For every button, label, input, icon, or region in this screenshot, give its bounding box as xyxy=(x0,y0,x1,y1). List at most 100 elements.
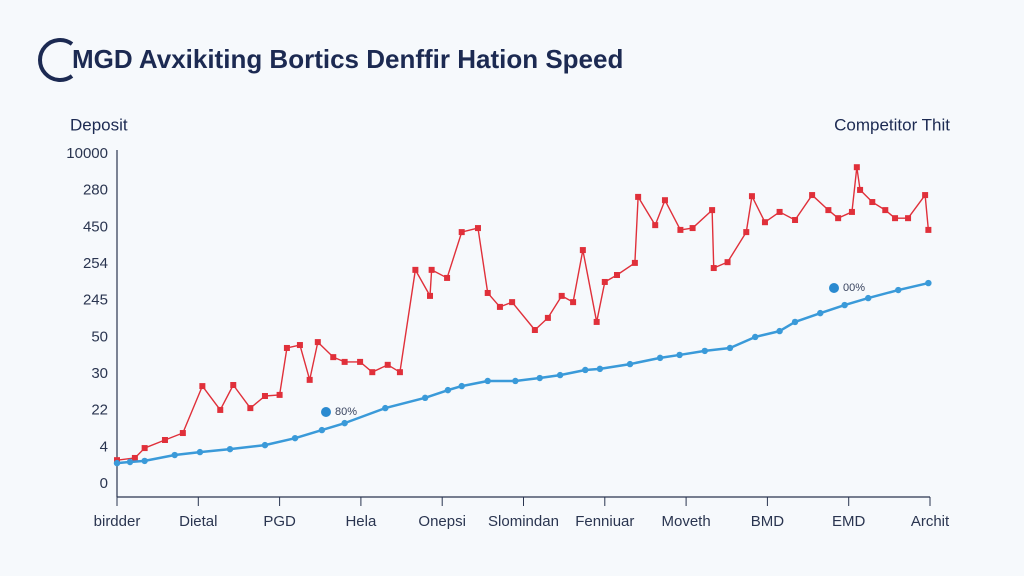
point xyxy=(444,274,451,281)
point xyxy=(865,294,872,302)
point xyxy=(631,259,638,266)
x-tick-label: Onepsi xyxy=(418,513,466,530)
point xyxy=(593,318,600,325)
point xyxy=(544,314,551,321)
y-tick-label: 4 xyxy=(100,438,108,455)
point xyxy=(556,371,564,379)
point xyxy=(582,366,589,374)
point xyxy=(570,299,577,306)
point xyxy=(922,192,929,199)
x-tick-label: Dietal xyxy=(179,513,217,530)
point xyxy=(226,445,234,453)
point xyxy=(635,193,642,200)
chart-title: MGD Avxikiting Bortics Denffir Hation Sp… xyxy=(72,44,623,74)
y-tick-label: 254 xyxy=(83,255,108,272)
point xyxy=(341,358,348,365)
point xyxy=(141,457,148,465)
point xyxy=(748,193,755,200)
point xyxy=(126,458,134,466)
point xyxy=(141,445,148,452)
point xyxy=(626,360,634,368)
series-line xyxy=(116,166,930,461)
x-tick-label: PGD xyxy=(263,513,296,530)
point xyxy=(724,259,731,266)
x-tick-label: Hela xyxy=(345,513,377,530)
point xyxy=(341,419,348,427)
x-tick-label: birdder xyxy=(94,513,141,530)
point xyxy=(171,451,178,459)
point xyxy=(677,226,684,233)
point xyxy=(709,207,716,214)
point xyxy=(776,208,783,215)
point xyxy=(314,339,321,346)
y-tick-label: 22 xyxy=(91,402,108,419)
point xyxy=(458,382,465,390)
point xyxy=(474,225,481,232)
annotation: 80% xyxy=(335,406,357,418)
left-label: Deposit xyxy=(70,115,128,134)
y-tick-label: 280 xyxy=(83,182,108,199)
point xyxy=(892,215,899,222)
point xyxy=(857,186,864,193)
annotation-dot xyxy=(829,283,839,293)
x-tick-label: Slomindan xyxy=(488,513,559,530)
logo xyxy=(38,38,74,82)
point xyxy=(421,394,429,402)
point xyxy=(512,377,519,385)
y-tick-label: 245 xyxy=(83,292,108,309)
x-tick-label: Moveth xyxy=(661,513,710,530)
point xyxy=(412,266,419,273)
point xyxy=(283,344,290,351)
y-tick-label: 0 xyxy=(100,475,108,492)
point xyxy=(230,382,237,388)
point xyxy=(726,344,734,352)
point xyxy=(652,222,659,229)
point xyxy=(596,365,604,373)
point xyxy=(701,347,708,355)
point xyxy=(306,376,313,383)
point xyxy=(710,265,717,272)
point xyxy=(743,229,750,236)
point xyxy=(291,434,299,442)
point xyxy=(676,351,683,359)
point xyxy=(357,358,364,365)
point xyxy=(601,278,608,285)
point xyxy=(444,386,452,394)
point xyxy=(261,441,269,449)
point xyxy=(131,454,138,461)
point xyxy=(113,459,121,467)
annotation-dot xyxy=(321,407,331,417)
point xyxy=(905,215,912,222)
x-tick-label: Archit xyxy=(911,513,950,530)
point xyxy=(296,342,303,349)
point xyxy=(179,430,186,437)
point xyxy=(384,361,391,368)
point xyxy=(579,247,586,254)
point xyxy=(536,374,543,382)
point xyxy=(809,192,816,199)
point xyxy=(484,377,491,385)
y-tick-label: 30 xyxy=(91,365,108,382)
point xyxy=(825,207,832,214)
point xyxy=(382,404,389,412)
point xyxy=(792,217,799,223)
point xyxy=(841,301,848,309)
point xyxy=(835,215,842,222)
point xyxy=(369,369,376,376)
point xyxy=(199,383,206,390)
point xyxy=(869,199,876,206)
right-label: Competitor Thit xyxy=(834,115,950,134)
point xyxy=(427,292,434,299)
point xyxy=(776,327,783,335)
point xyxy=(396,369,403,376)
point xyxy=(689,225,696,232)
point xyxy=(925,226,932,233)
point xyxy=(509,299,516,306)
point xyxy=(330,354,337,361)
x-tick-label: Fenniuar xyxy=(575,513,634,530)
point xyxy=(661,197,668,204)
point xyxy=(484,289,491,296)
point xyxy=(196,448,204,456)
x-tick-label: EMD xyxy=(832,513,866,530)
